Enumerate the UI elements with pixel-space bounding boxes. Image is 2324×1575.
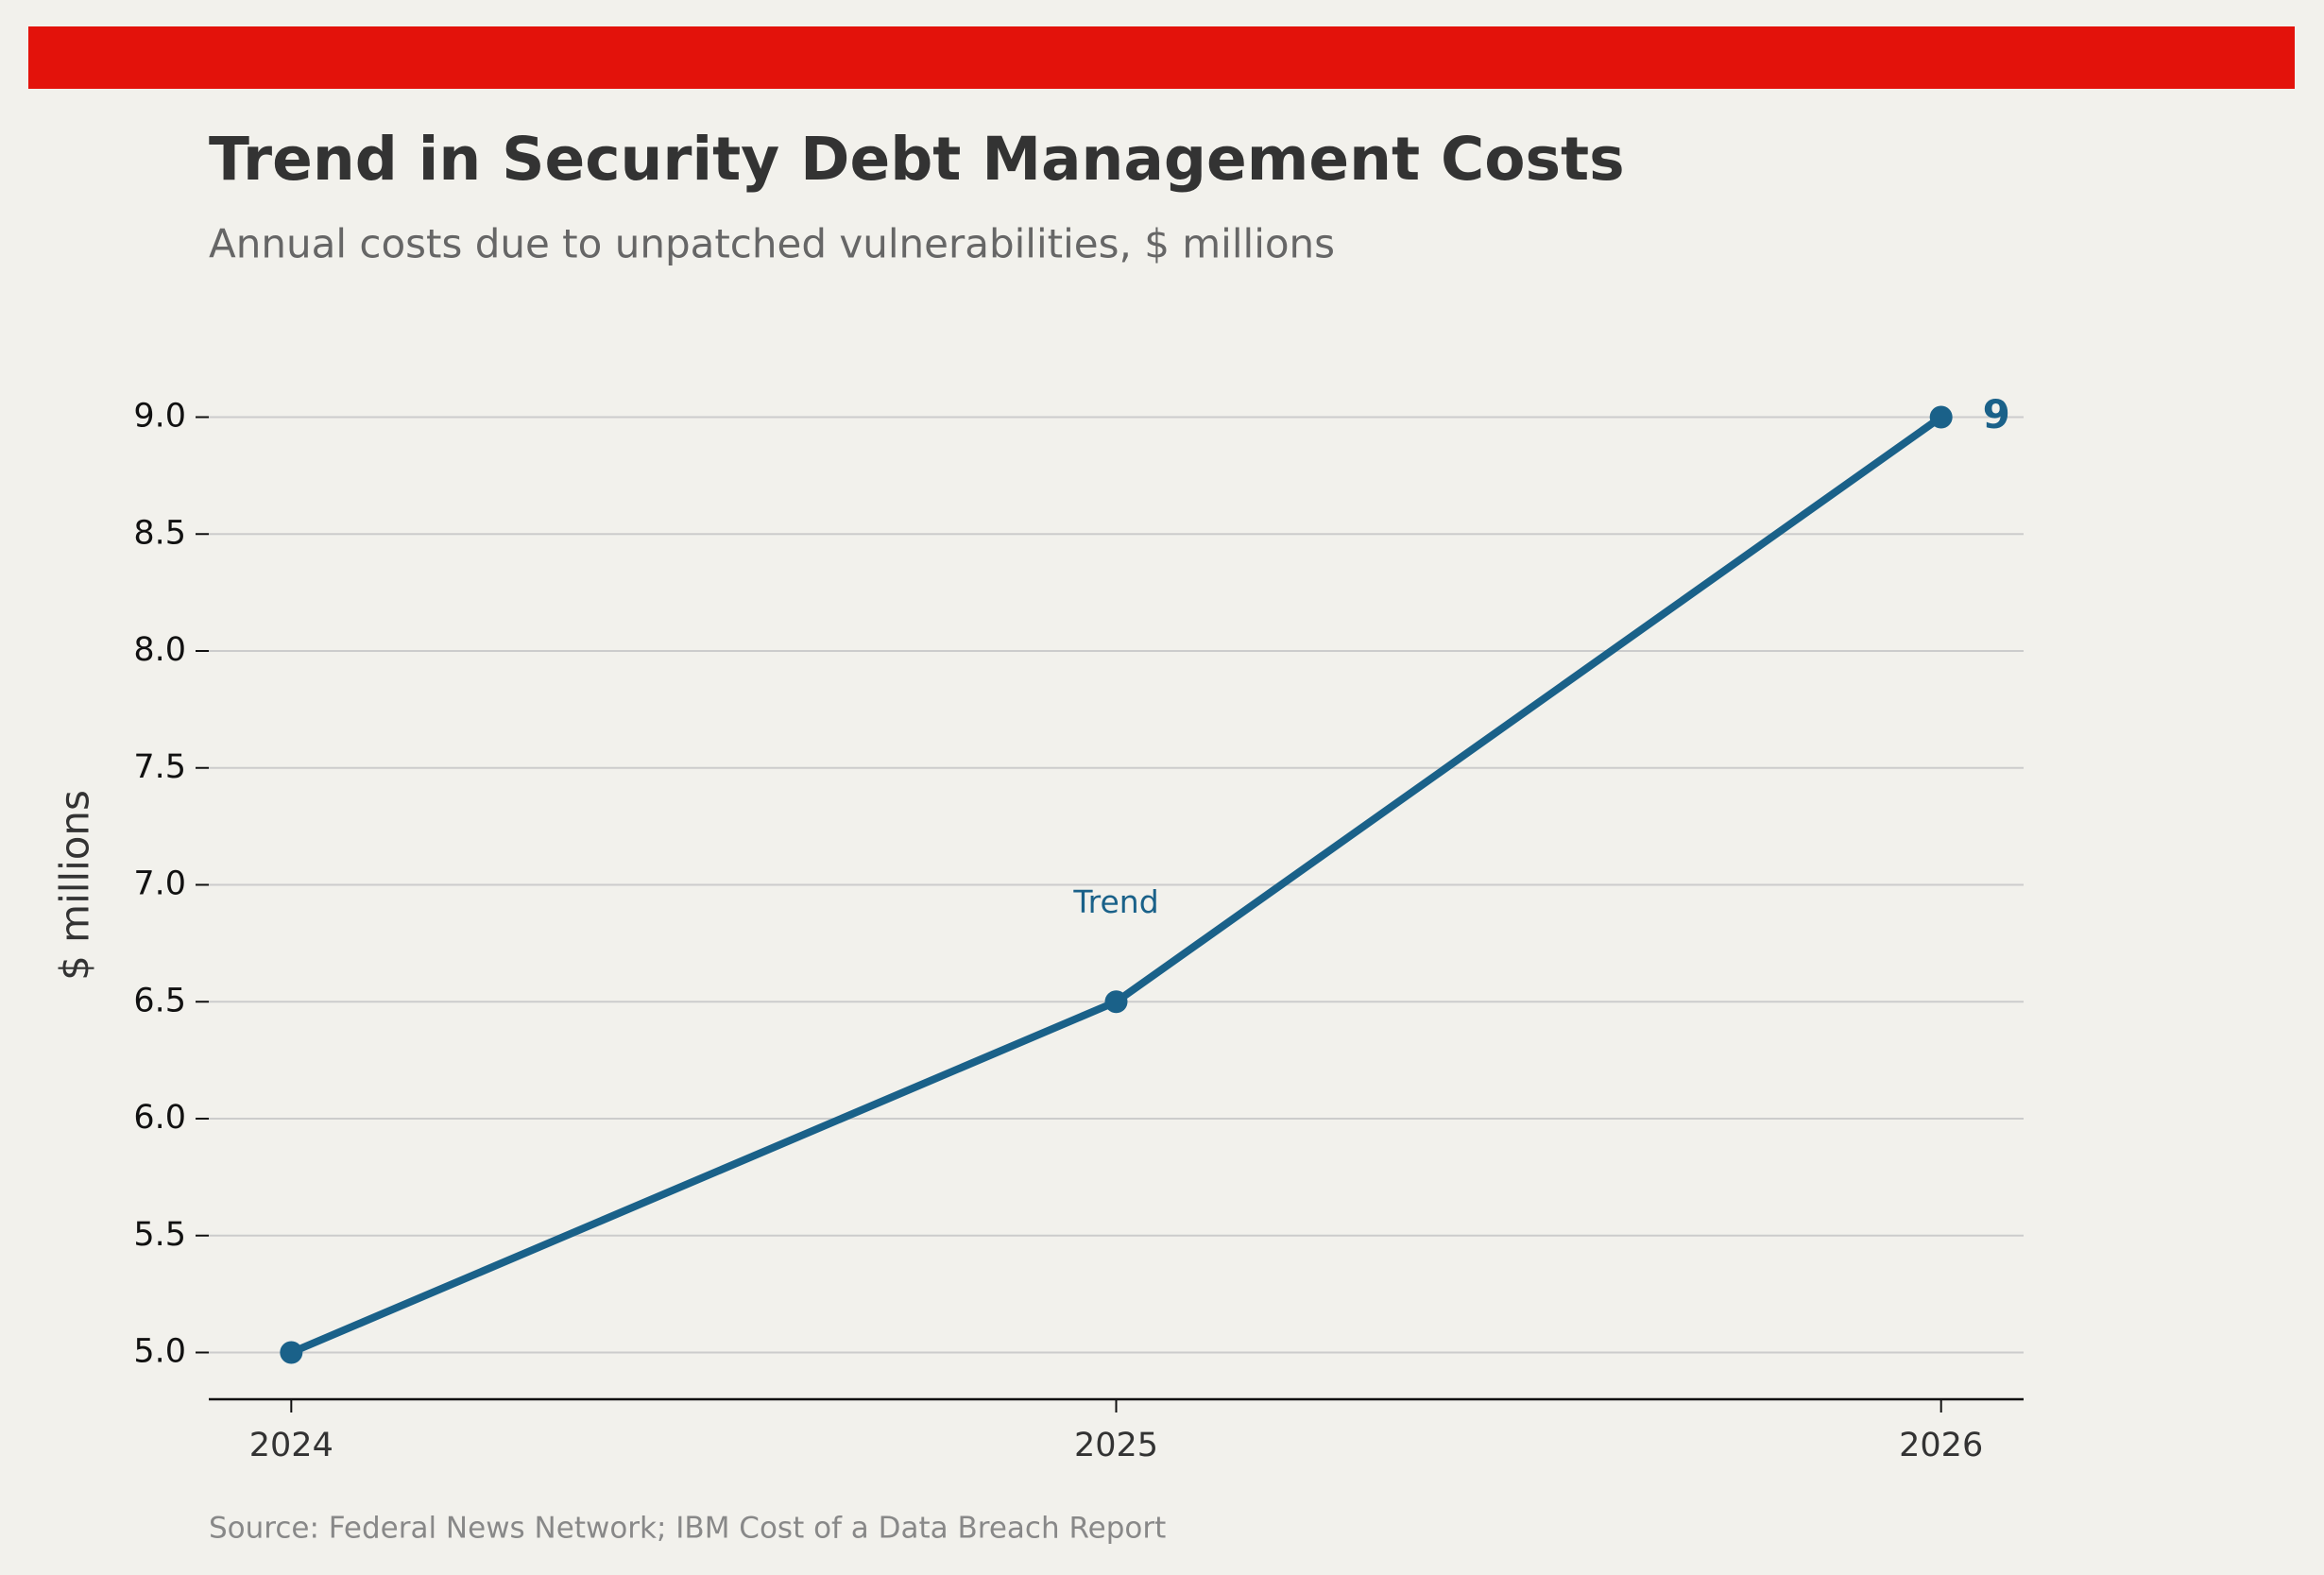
x-tick-label: 2024 (249, 1427, 333, 1464)
x-tick-label: 2026 (1899, 1427, 1983, 1464)
series-label: Trend (1072, 883, 1158, 920)
y-tick-label: 6.0 (133, 1099, 186, 1137)
source-note: Source: Federal News Network; IBM Cost o… (209, 1512, 1166, 1546)
chart-subtitle: Annual costs due to unpatched vulnerabil… (209, 221, 1335, 267)
y-axis-label: $ millions (52, 790, 98, 981)
y-tick-label: 8.0 (133, 631, 186, 669)
y-tick-label: 5.0 (133, 1333, 186, 1371)
y-tick-label: 9.0 (133, 398, 186, 436)
y-tick-label: 8.5 (133, 514, 186, 552)
point-marker (280, 1341, 303, 1364)
x-tick-label: 2025 (1074, 1427, 1158, 1464)
y-tick-label: 7.0 (133, 865, 186, 903)
y-tick-label: 5.5 (133, 1216, 186, 1254)
point-marker (1929, 405, 1953, 429)
y-tick-label: 7.5 (133, 748, 186, 786)
chart-title: Trend in Security Debt Management Costs (209, 125, 1625, 194)
point-marker (1104, 990, 1128, 1014)
value-label: 9 (1983, 391, 2010, 437)
accent-bar (28, 26, 2295, 89)
y-tick-label: 6.5 (133, 982, 186, 1019)
